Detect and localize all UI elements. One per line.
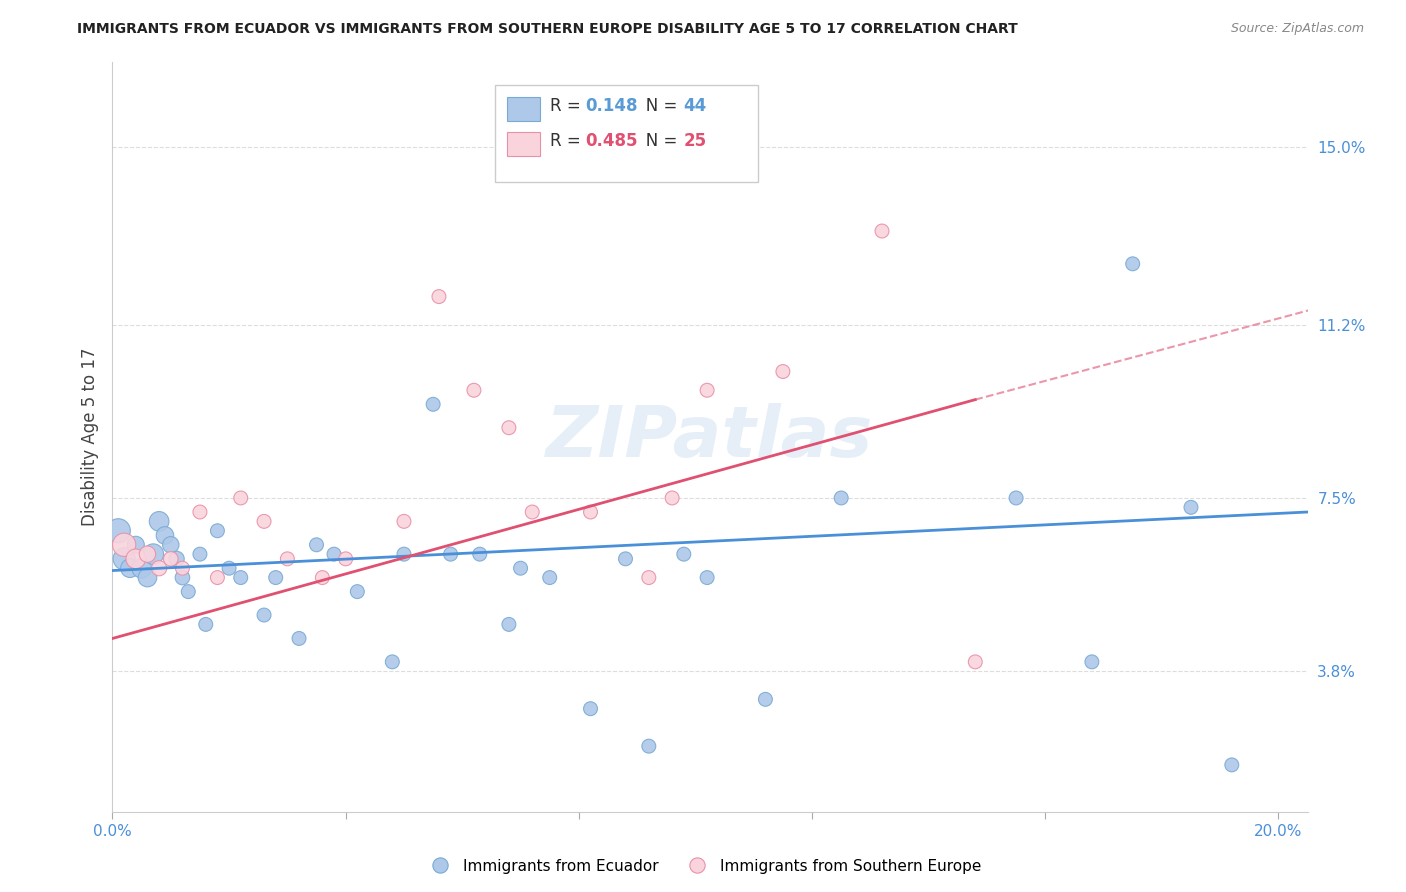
- Point: [1081, 655, 1104, 669]
- FancyBboxPatch shape: [508, 97, 540, 121]
- Point: [288, 632, 311, 646]
- Point: [696, 384, 718, 398]
- Legend: Immigrants from Ecuador, Immigrants from Southern Europe: Immigrants from Ecuador, Immigrants from…: [419, 853, 987, 880]
- Point: [323, 547, 346, 561]
- Point: [118, 561, 141, 575]
- Text: 0.485: 0.485: [586, 132, 638, 150]
- Point: [264, 571, 287, 585]
- Point: [188, 505, 211, 519]
- Point: [392, 514, 415, 528]
- Text: Source: ZipAtlas.com: Source: ZipAtlas.com: [1230, 22, 1364, 36]
- Text: IMMIGRANTS FROM ECUADOR VS IMMIGRANTS FROM SOUTHERN EUROPE DISABILITY AGE 5 TO 1: IMMIGRANTS FROM ECUADOR VS IMMIGRANTS FR…: [77, 22, 1018, 37]
- Point: [125, 538, 148, 552]
- Point: [672, 547, 695, 561]
- Point: [229, 491, 252, 505]
- Text: 44: 44: [683, 97, 707, 115]
- Point: [188, 547, 211, 561]
- Point: [538, 571, 561, 585]
- Point: [177, 584, 200, 599]
- Point: [965, 655, 987, 669]
- Text: 0.148: 0.148: [586, 97, 638, 115]
- Point: [1180, 500, 1202, 515]
- Point: [148, 514, 170, 528]
- FancyBboxPatch shape: [495, 85, 758, 182]
- Point: [112, 538, 135, 552]
- Point: [159, 551, 181, 566]
- Point: [463, 384, 485, 398]
- Point: [614, 551, 637, 566]
- Point: [172, 571, 194, 585]
- Point: [1122, 257, 1144, 271]
- Point: [381, 655, 404, 669]
- Point: [772, 365, 794, 379]
- Point: [696, 571, 718, 585]
- Point: [112, 551, 135, 566]
- Point: [439, 547, 461, 561]
- Point: [142, 547, 165, 561]
- Point: [1005, 491, 1028, 505]
- Point: [509, 561, 531, 575]
- Point: [136, 547, 159, 561]
- Point: [498, 617, 520, 632]
- Point: [392, 547, 415, 561]
- Point: [276, 551, 298, 566]
- Text: ZIPatlas: ZIPatlas: [547, 402, 873, 472]
- Point: [830, 491, 852, 505]
- Point: [194, 617, 217, 632]
- Point: [335, 551, 357, 566]
- Point: [153, 528, 176, 542]
- Point: [253, 608, 276, 623]
- Point: [637, 739, 659, 753]
- Point: [870, 224, 893, 238]
- Point: [522, 505, 544, 519]
- Point: [427, 289, 450, 303]
- Point: [498, 420, 520, 434]
- Point: [661, 491, 683, 505]
- Point: [468, 547, 491, 561]
- Point: [305, 538, 328, 552]
- Point: [311, 571, 333, 585]
- Point: [125, 551, 148, 566]
- Point: [136, 571, 159, 585]
- Text: R =: R =: [550, 132, 586, 150]
- Text: N =: N =: [630, 132, 682, 150]
- Point: [131, 561, 153, 575]
- Point: [166, 551, 188, 566]
- Point: [107, 524, 129, 538]
- Y-axis label: Disability Age 5 to 17: Disability Age 5 to 17: [80, 348, 98, 526]
- Point: [148, 561, 170, 575]
- Text: R =: R =: [550, 97, 586, 115]
- Point: [754, 692, 776, 706]
- Point: [159, 538, 181, 552]
- Point: [207, 571, 229, 585]
- Point: [637, 571, 659, 585]
- Point: [253, 514, 276, 528]
- Point: [218, 561, 240, 575]
- Point: [346, 584, 368, 599]
- Point: [229, 571, 252, 585]
- Text: 25: 25: [683, 132, 707, 150]
- Point: [579, 505, 602, 519]
- Text: N =: N =: [630, 97, 682, 115]
- Point: [579, 701, 602, 715]
- Point: [172, 561, 194, 575]
- Point: [422, 397, 444, 411]
- Point: [207, 524, 229, 538]
- FancyBboxPatch shape: [508, 132, 540, 156]
- Point: [1220, 758, 1243, 772]
